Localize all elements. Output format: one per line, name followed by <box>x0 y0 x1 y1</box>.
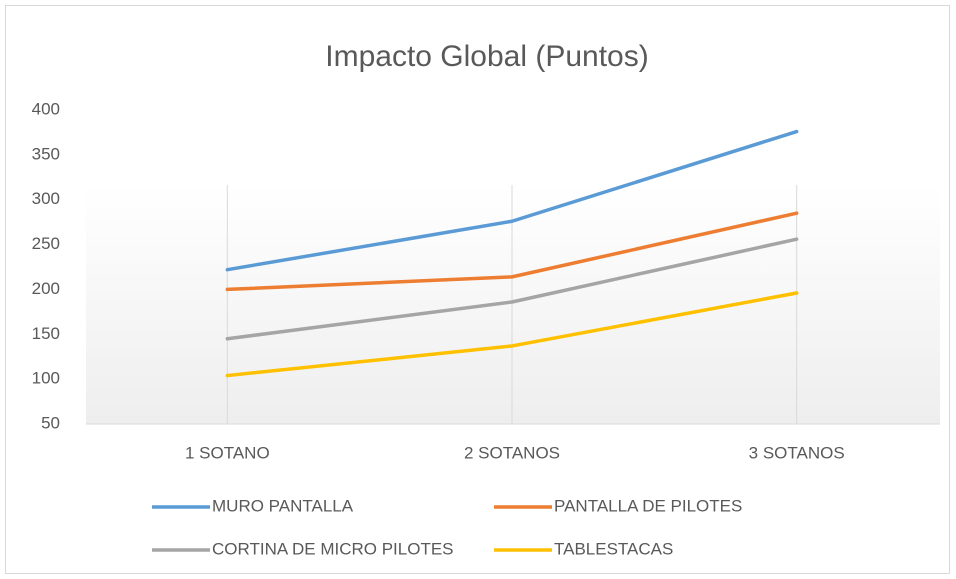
legend-label: MURO PANTALLA <box>212 496 354 515</box>
y-tick-label: 50 <box>41 413 60 432</box>
y-tick-label: 300 <box>32 189 60 208</box>
y-tick-label: 350 <box>32 144 60 163</box>
chart-title: Impacto Global (Puntos) <box>325 40 648 73</box>
series-line <box>225 291 799 378</box>
series-line <box>225 237 799 341</box>
x-tick-label: 1 SOTANO <box>185 443 270 462</box>
x-tick-label: 2 SOTANOS <box>464 443 560 462</box>
y-tick-label: 200 <box>32 279 60 298</box>
y-tick-label: 250 <box>32 234 60 253</box>
legend-label: CORTINA DE MICRO PILOTES <box>212 539 454 558</box>
series-line <box>225 129 799 272</box>
y-tick-label: 100 <box>32 369 60 388</box>
legend-label: PANTALLA DE PILOTES <box>554 496 742 515</box>
series-line <box>225 211 799 292</box>
plot-background <box>86 185 940 424</box>
y-tick-label: 150 <box>32 324 60 343</box>
x-tick-label: 3 SOTANOS <box>749 443 845 462</box>
legend-label: TABLESTACAS <box>554 539 673 558</box>
y-tick-label: 400 <box>32 99 60 118</box>
